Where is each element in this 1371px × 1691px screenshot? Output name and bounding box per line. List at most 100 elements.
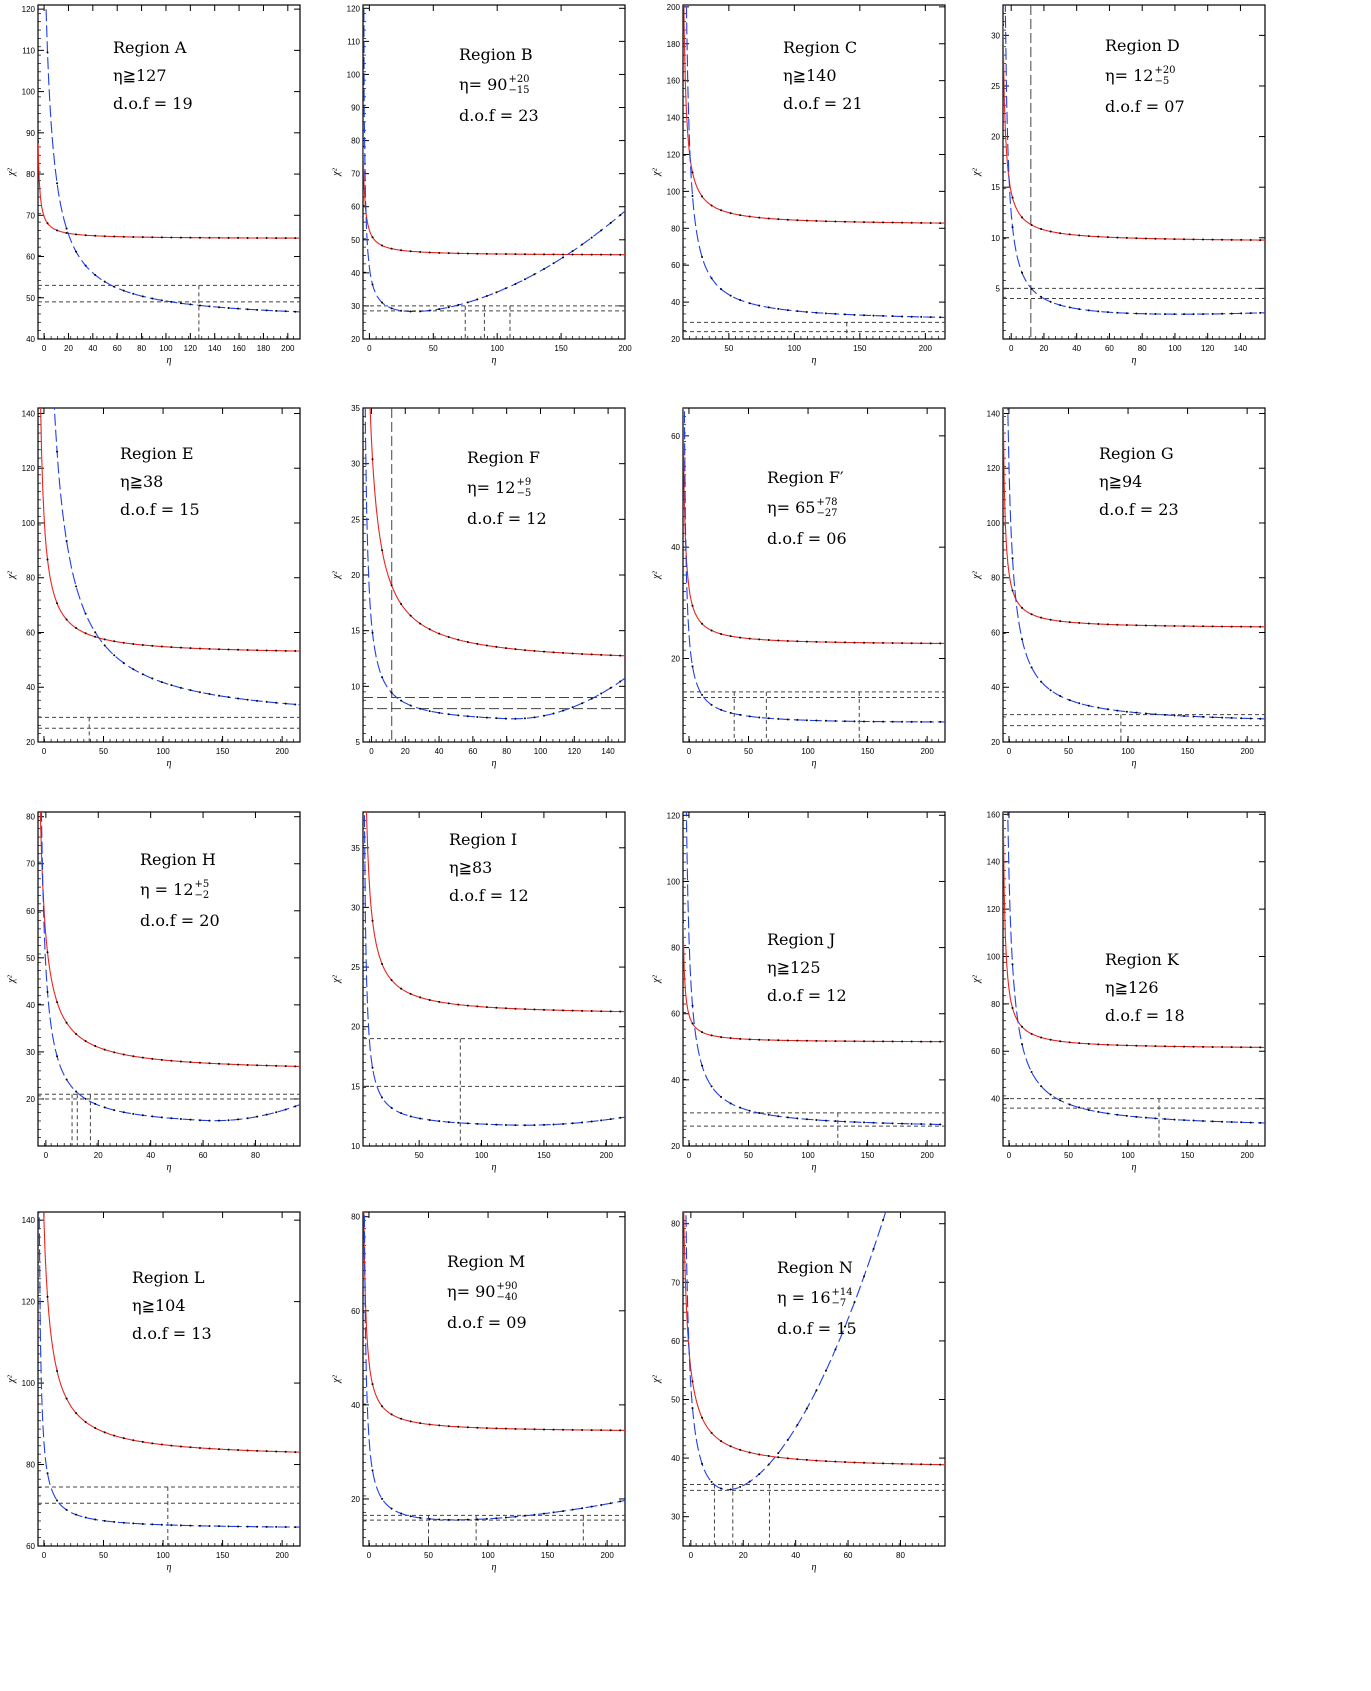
blue-point [218,694,221,697]
red-point [571,1009,574,1012]
blue-point [141,295,144,298]
blue-point [882,1122,885,1125]
dof-value: d.o.f = 18 [1105,1006,1185,1025]
blue-point [198,1524,201,1527]
eta-text: η= 90 [447,1282,496,1301]
x-tick-label: 100 [481,1551,495,1560]
red-point [218,648,221,651]
red-point [476,252,479,255]
red-point [1259,1046,1262,1049]
blue-point [275,309,278,312]
eta-text: η= 12 [467,478,516,497]
x-tick-label: 0 [42,1551,47,1560]
blue-point [543,1123,546,1126]
blue-point [160,1523,163,1526]
red-point [543,1428,546,1431]
red-point [600,1429,603,1432]
red-point [739,1448,742,1451]
blue-point [1068,1103,1071,1106]
x-tick-label: 50 [415,1151,424,1160]
red-point [729,1037,732,1040]
red-point [1202,1045,1205,1048]
red-point [843,220,846,223]
region-title: Region N [777,1258,853,1277]
blue-point [882,314,885,317]
x-axis-label: η [812,758,817,769]
eta-lower-error: −7 [831,1297,847,1309]
red-point [495,1427,498,1430]
blue-point [1259,1121,1262,1124]
blue-point [56,450,59,453]
blue-point [701,693,704,696]
eta-value: η≧104 [132,1298,212,1314]
blue-point [132,292,135,295]
plot-frame [682,407,946,743]
y-tick-label: 80 [991,1000,1000,1009]
x-tick-label: 50 [99,1551,108,1560]
blue-point [438,1518,441,1521]
red-point [246,1449,249,1452]
x-tick-label: 50 [429,344,438,353]
x-axis-label: η [1132,355,1137,366]
blue-point [1125,710,1128,713]
red-point [748,1038,751,1041]
eta-upper-error: +20 [1154,65,1176,76]
red-point [400,987,403,990]
blue-point [786,1116,789,1119]
chart-svg: 0 20 40 60 80 100 120 140 5 10 15 20 25 30 35 η χ² [331,404,626,769]
red-point [275,649,278,652]
red-point [720,209,723,212]
y-axis-label: χ² [331,1374,342,1383]
y-tick-label: 60 [351,203,360,212]
x-tick-label: 20 [1039,344,1048,353]
red-point [843,641,846,644]
red-point [939,642,942,645]
blue-point [758,304,761,307]
blue-point [1135,711,1138,714]
blue-point [246,1117,249,1120]
x-tick-label: 100 [475,1151,489,1160]
red-point [1049,230,1052,233]
x-tick-label: 150 [537,1151,551,1160]
blue-point [600,692,603,695]
red-point [294,1451,297,1454]
blue-point [1135,1115,1138,1118]
blue-point [1021,1043,1024,1046]
red-point [1144,1044,1147,1047]
red-point [1011,196,1014,199]
red-point [151,236,154,239]
blue-point [767,306,770,309]
blue-point [1240,312,1243,315]
red-point [882,1040,885,1043]
x-tick-label: 200 [1240,747,1254,756]
x-tick-label: 40 [1072,344,1081,353]
blue-point [939,1123,942,1126]
y-tick-label: 60 [671,432,680,441]
red-point [457,1425,460,1428]
red-point [1049,618,1052,621]
blue-point [132,1522,135,1525]
red-point [1135,624,1138,627]
eta-upper-error: +20 [508,74,530,85]
dof-value: d.o.f = 09 [447,1313,527,1332]
blue-point [619,680,622,683]
red-point [834,1040,837,1043]
blue-point [371,631,374,634]
y-tick-label: 20 [26,1095,35,1104]
blue-point [84,612,87,615]
blue-point [1183,1119,1186,1122]
eta-lower-error: −15 [508,84,530,96]
red-point [419,622,422,625]
blue-point [84,1097,87,1100]
x-tick-label: 50 [1064,747,1073,756]
red-point [710,629,713,632]
blue-point [523,1514,526,1517]
red-point [294,649,297,652]
red-point [390,584,393,587]
red-point [853,220,856,223]
eta-text: η = 16 [777,1288,831,1307]
red-point [853,1040,856,1043]
x-tick-label: 60 [113,344,122,353]
red-point [428,628,431,631]
eta-value: η= 12 +20 −5 [1105,65,1185,87]
